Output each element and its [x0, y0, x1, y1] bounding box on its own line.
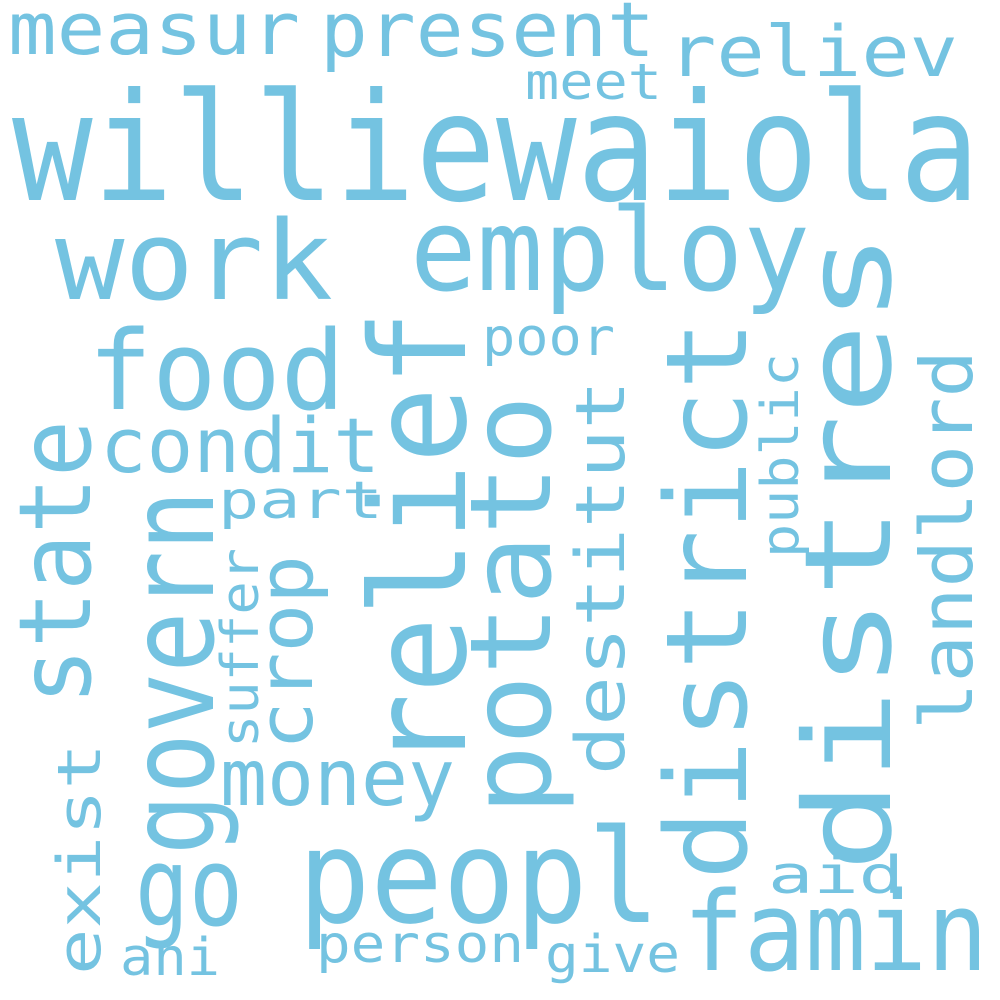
word-govern: govern: [103, 490, 241, 855]
word-landlord: landlord: [905, 350, 989, 730]
word-ani: ani: [120, 928, 220, 988]
word-measur: measur: [8, 0, 300, 71]
word-go: go: [135, 823, 243, 951]
word-potato: potato: [447, 395, 577, 815]
word-poor: poor: [482, 308, 615, 368]
word-part: part: [218, 471, 383, 531]
word-reliev: reliev: [668, 11, 958, 93]
word-food: food: [88, 307, 345, 435]
word-exist: exist: [45, 743, 115, 975]
word-destitut: destitut: [562, 380, 641, 775]
word-famin: famin: [683, 868, 988, 996]
word-state: state: [0, 420, 114, 705]
word-meet: meet: [525, 53, 662, 111]
word-public: public: [751, 353, 811, 558]
word-williewaiola: williewaiola: [12, 62, 980, 236]
word-suffer: suffer: [211, 548, 271, 748]
word-give: give: [545, 925, 680, 985]
word-relief: relief: [343, 310, 497, 770]
word-money: money: [220, 734, 455, 824]
word-crop: crop: [241, 555, 330, 750]
word-distres: distres: [780, 232, 919, 872]
word-work: work: [55, 197, 333, 325]
word-present: present: [320, 0, 655, 74]
word-peopl: peopl: [298, 801, 660, 953]
word-district: district: [643, 320, 773, 880]
word-condit: condit: [100, 401, 380, 490]
word-person: person: [316, 915, 524, 975]
word-aid: aid: [768, 846, 904, 906]
word-employ: employ: [410, 184, 810, 317]
